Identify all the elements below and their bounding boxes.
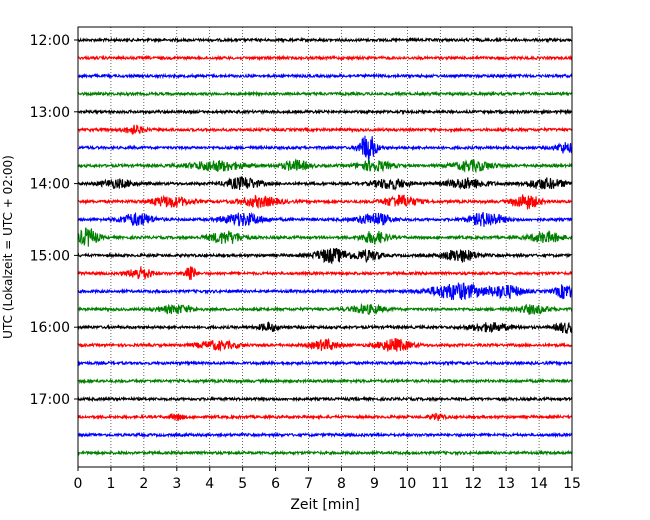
y-tick-label-13:00: 13:00 [30, 105, 70, 121]
trace-1715 [77, 412, 573, 422]
trace-1730 [77, 431, 573, 439]
y-tick-label-14:00: 14:00 [30, 177, 70, 193]
x-tick-label-12: 12 [464, 476, 482, 492]
x-axis: 0 1 2 3 4 5 6 7 8 9 10 11 12 13 14 15 [74, 467, 581, 492]
x-tick-label-9: 9 [370, 476, 379, 492]
plot-frame [77, 26, 573, 468]
trace-1230 [77, 72, 573, 80]
trace-1400 [77, 176, 573, 191]
grid-lines [110, 27, 540, 467]
trace-1630 [77, 359, 573, 367]
x-tick-label-7: 7 [304, 476, 313, 492]
trace-1300 [77, 108, 573, 116]
trace-1330 [77, 135, 573, 163]
trace-1600 [77, 320, 573, 334]
trace-1315 [77, 124, 573, 135]
x-tick-label-4: 4 [205, 476, 214, 492]
trace-1245 [77, 90, 573, 98]
trace-1215 [77, 54, 573, 62]
trace-1500 [77, 247, 573, 265]
x-tick-label-14: 14 [530, 476, 548, 492]
y-axis: 12:00 13:00 14:00 15:00 16:00 17:00 [30, 33, 78, 408]
x-tick-label-10: 10 [398, 476, 416, 492]
x-tick-label-13: 13 [497, 476, 515, 492]
trace-1345 [77, 158, 573, 174]
x-tick-label-5: 5 [238, 476, 247, 492]
trace-1615 [77, 337, 573, 352]
trace-1415 [77, 194, 573, 210]
y-tick-label-17:00: 17:00 [30, 392, 70, 408]
x-tick-label-11: 11 [431, 476, 449, 492]
x-axis-label: Zeit [min] [290, 497, 359, 513]
y-tick-label-15:00: 15:00 [30, 248, 70, 264]
trace-layer [77, 36, 573, 457]
trace-1200 [77, 36, 573, 44]
trace-1430 [77, 211, 573, 227]
x-tick-label-8: 8 [337, 476, 346, 492]
y-axis-label: UTC (Lokalzeit = UTC + 02:00) [1, 155, 15, 339]
trace-1445 [77, 227, 573, 247]
x-tick-label-0: 0 [74, 476, 83, 492]
x-tick-label-2: 2 [139, 476, 148, 492]
trace-1530 [77, 281, 573, 301]
x-tick-label-3: 3 [172, 476, 181, 492]
y-tick-label-12:00: 12:00 [30, 33, 70, 49]
trace-1745 [77, 449, 573, 457]
x-tick-label-15: 15 [563, 476, 581, 492]
trace-1645 [77, 377, 573, 385]
x-tick-label-6: 6 [271, 476, 280, 492]
x-tick-label-1: 1 [106, 476, 115, 492]
trace-1545 [77, 302, 573, 316]
trace-1515 [77, 266, 573, 280]
trace-1700 [77, 395, 573, 403]
y-tick-label-16:00: 16:00 [30, 320, 70, 336]
